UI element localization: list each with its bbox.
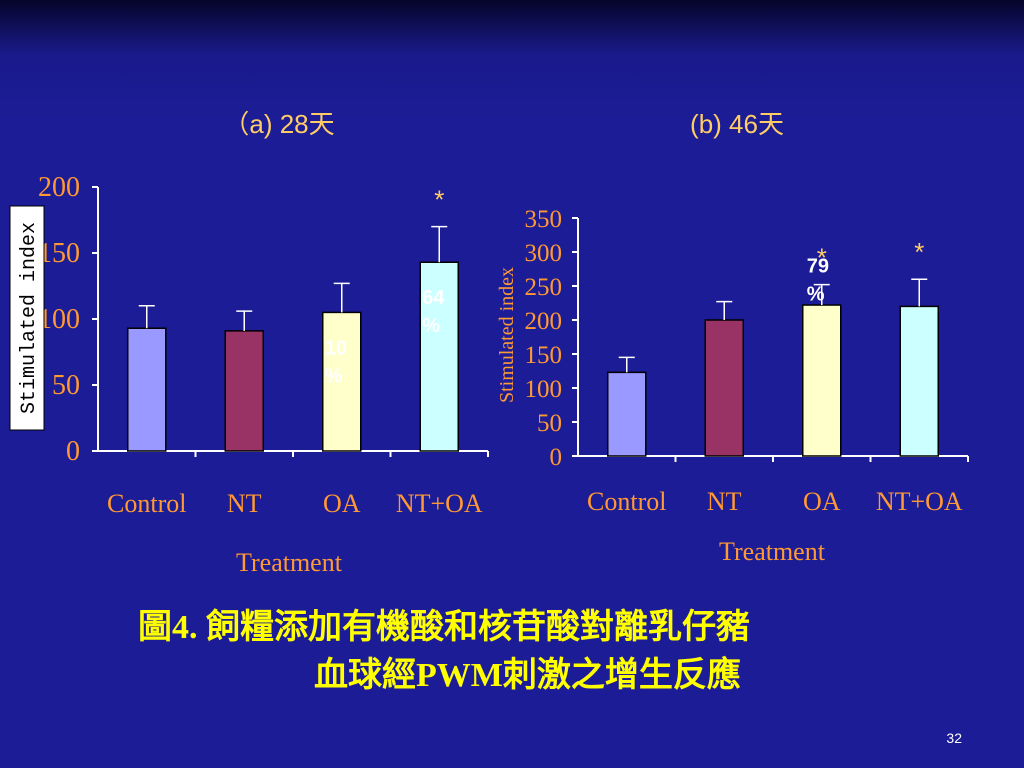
chart-a-x-tick-label: NT+OA (396, 489, 483, 518)
chart-a-bar-percent-label: 64% (422, 287, 445, 337)
chart-b-x-tick-label: NT+OA (876, 487, 963, 516)
chart-b-bar-control (607, 371, 647, 457)
chart-a-x-tick-label: NT (227, 489, 262, 518)
chart-b-y-tick-label: 200 (525, 308, 563, 335)
figure-caption-line1: 圖4. 飼糧添加有機酸和核苷酸對離乳仔豬 (138, 609, 750, 646)
chart-b-significance-asterisk: * (817, 243, 827, 273)
chart-a-y-tick-label: 100 (38, 304, 80, 335)
chart-b-bar-nt (704, 319, 744, 457)
chart-a-y-axis-title: Stimulated index (18, 222, 41, 414)
page-number: 32 (946, 730, 962, 746)
chart-b-x-axis-title: Treatment (719, 537, 826, 566)
chart-a-bar-percent-label-line: 10 (325, 337, 347, 359)
chart-a-y-axis-title-box (9, 205, 45, 431)
chart-b-bar-percent-label-line: 79 (807, 256, 829, 278)
chart-b-y-tick-label: 250 (525, 274, 563, 301)
chart-a-y-tick-label: 0 (66, 436, 80, 467)
chart-b-x-tick-label: NT (707, 487, 742, 516)
chart-a-y-tick-label: 200 (38, 172, 80, 203)
chart-b-bar-percent-label: 79% (807, 256, 829, 306)
chart-b-y-tick-label: 150 (525, 342, 563, 369)
chart-b-significance-asterisk: * (914, 237, 924, 267)
chart-b-bar-percent-label-line: % (807, 284, 825, 306)
chart-a-significance-asterisk: * (434, 185, 444, 215)
chart-a-x-tick-label: Control (107, 489, 186, 518)
chart-b-y-tick-label: 50 (537, 410, 562, 437)
chart-a-bar-control (127, 327, 167, 452)
chart-b-y-axis-title: Stimulated index (496, 267, 518, 403)
chart-a-y-tick-label: 150 (38, 238, 80, 269)
chart-a-x-axis-title: Treatment (236, 548, 343, 577)
chart-a-bar-percent-label-line: 64 (422, 287, 445, 309)
chart-b-y-tick-label: 0 (550, 444, 563, 471)
chart-b-bar-nt-oa (899, 305, 939, 457)
chart-a-bar-percent-label: 10% (325, 337, 347, 387)
chart-b-y-tick-label: 350 (525, 206, 563, 233)
chart-a-x-tick-label: OA (323, 489, 361, 518)
chart-b-x-tick-label: Control (587, 487, 666, 516)
figure-caption-line2: 血球經PWM刺激之增生反應 (314, 657, 741, 694)
chart-a-bar-percent-label-line: % (422, 315, 440, 337)
chart-a-bar-percent-label-line: % (325, 365, 343, 387)
chart-a-title: （a) 28天 (223, 109, 334, 139)
chart-a-bar-nt-oa (419, 261, 459, 452)
chart-b-y-tick-label: 100 (525, 376, 563, 403)
chart-b-y-tick-label: 300 (525, 240, 563, 267)
chart-a-y-tick-label: 50 (52, 370, 80, 401)
chart-b-x-tick-label: OA (803, 487, 841, 516)
chart-b-title: (b) 46天 (690, 109, 784, 139)
chart-b-bar-oa (802, 304, 842, 457)
chart-a-bar-nt (224, 330, 264, 452)
